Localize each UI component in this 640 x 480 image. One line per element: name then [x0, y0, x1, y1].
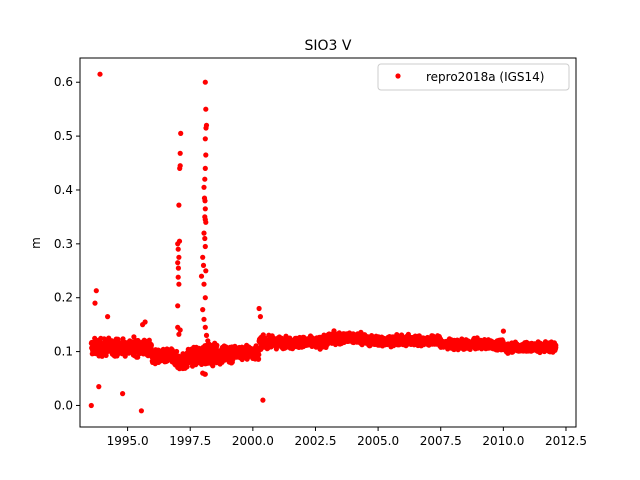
data-point: [203, 268, 209, 274]
y-tick-label: 0.6: [54, 75, 73, 89]
data-point: [359, 342, 365, 348]
data-point: [201, 281, 207, 287]
data-point: [202, 136, 208, 142]
chart-title: SIO3 V: [305, 38, 352, 54]
data-point: [203, 125, 209, 131]
data-point: [148, 343, 154, 349]
data-point: [105, 314, 111, 320]
x-tick-label: 2002.5: [294, 434, 336, 448]
data-point: [202, 198, 208, 204]
data-point: [174, 348, 180, 355]
data-point: [175, 260, 181, 266]
data-point: [202, 165, 208, 171]
data-point: [175, 246, 181, 252]
x-tick-label: 2010.0: [482, 434, 524, 448]
data-point: [97, 71, 103, 77]
data-point: [200, 307, 206, 313]
data-point: [176, 238, 183, 244]
plot-frame: [79, 57, 577, 428]
data-point: [120, 391, 126, 397]
data-point: [176, 331, 182, 337]
data-point: [202, 243, 208, 250]
data-point: [175, 274, 181, 280]
data-point: [131, 334, 137, 340]
data-point: [175, 303, 181, 309]
legend-label: repro2018a (IGS14): [426, 70, 544, 84]
data-point: [257, 314, 263, 320]
x-tick-label: 2007.5: [420, 434, 462, 448]
plot-points: [88, 71, 559, 414]
y-tick-label: 0.2: [54, 291, 73, 305]
data-point: [103, 352, 109, 358]
data-point: [92, 300, 98, 306]
data-point: [205, 338, 211, 344]
data-point: [203, 152, 209, 158]
data-point: [202, 295, 208, 301]
data-point: [202, 235, 208, 242]
data-point: [256, 356, 262, 362]
x-tick-label: 1997.5: [169, 434, 211, 448]
data-point: [176, 254, 182, 260]
data-point: [175, 265, 181, 271]
data-point: [99, 353, 105, 359]
data-point: [203, 219, 209, 225]
data-point: [201, 316, 207, 322]
legend: repro2018a (IGS14): [377, 63, 570, 91]
legend-box: [377, 63, 570, 91]
data-point: [256, 352, 262, 358]
y-tick-label: 0.1: [54, 345, 73, 359]
data-point: [210, 363, 216, 369]
data-point: [500, 328, 506, 334]
x-tick-label: 1995.0: [107, 434, 149, 448]
data-point: [203, 106, 209, 112]
data-point: [202, 206, 208, 212]
data-point: [202, 79, 208, 85]
data-point: [260, 397, 266, 403]
x-tick-label: 2012.5: [545, 434, 587, 448]
data-point: [176, 202, 182, 208]
data-point: [553, 342, 559, 348]
data-point: [177, 150, 183, 156]
data-point: [88, 402, 94, 409]
y-tick-label: 0.3: [54, 237, 73, 251]
y-tick-label: 0.4: [54, 183, 73, 197]
data-point: [202, 324, 208, 330]
y-ticks: 0.0 0.1 0.2 0.3 0.4 0.5 0.6: [54, 75, 80, 412]
data-point: [203, 332, 210, 338]
data-point: [93, 288, 99, 294]
data-point: [176, 281, 182, 287]
data-point: [256, 305, 262, 312]
data-point: [96, 384, 102, 390]
data-point: [178, 130, 184, 136]
data-point: [135, 354, 141, 360]
x-tick-label: 2005.0: [357, 434, 399, 448]
data-point: [177, 327, 183, 333]
data-point: [202, 371, 208, 377]
legend-marker: [395, 73, 401, 79]
x-ticks: 1995.0 1997.5 2000.0 2002.5 2005.0 2007.5 2010…: [107, 427, 587, 448]
data-point: [138, 408, 144, 414]
x-tick-label: 2000.0: [232, 434, 274, 448]
data-point: [202, 176, 208, 182]
data-point: [200, 254, 206, 260]
y-tick-label: 0.5: [54, 129, 73, 143]
data-point: [184, 364, 190, 370]
data-point: [177, 163, 183, 169]
data-point: [201, 184, 207, 190]
y-axis-label: m: [29, 237, 43, 249]
data-point: [198, 273, 205, 279]
data-point: [214, 342, 220, 348]
data-point: [142, 319, 148, 325]
data-point: [201, 230, 207, 236]
y-tick-label: 0.0: [54, 398, 73, 412]
data-point: [200, 262, 207, 268]
